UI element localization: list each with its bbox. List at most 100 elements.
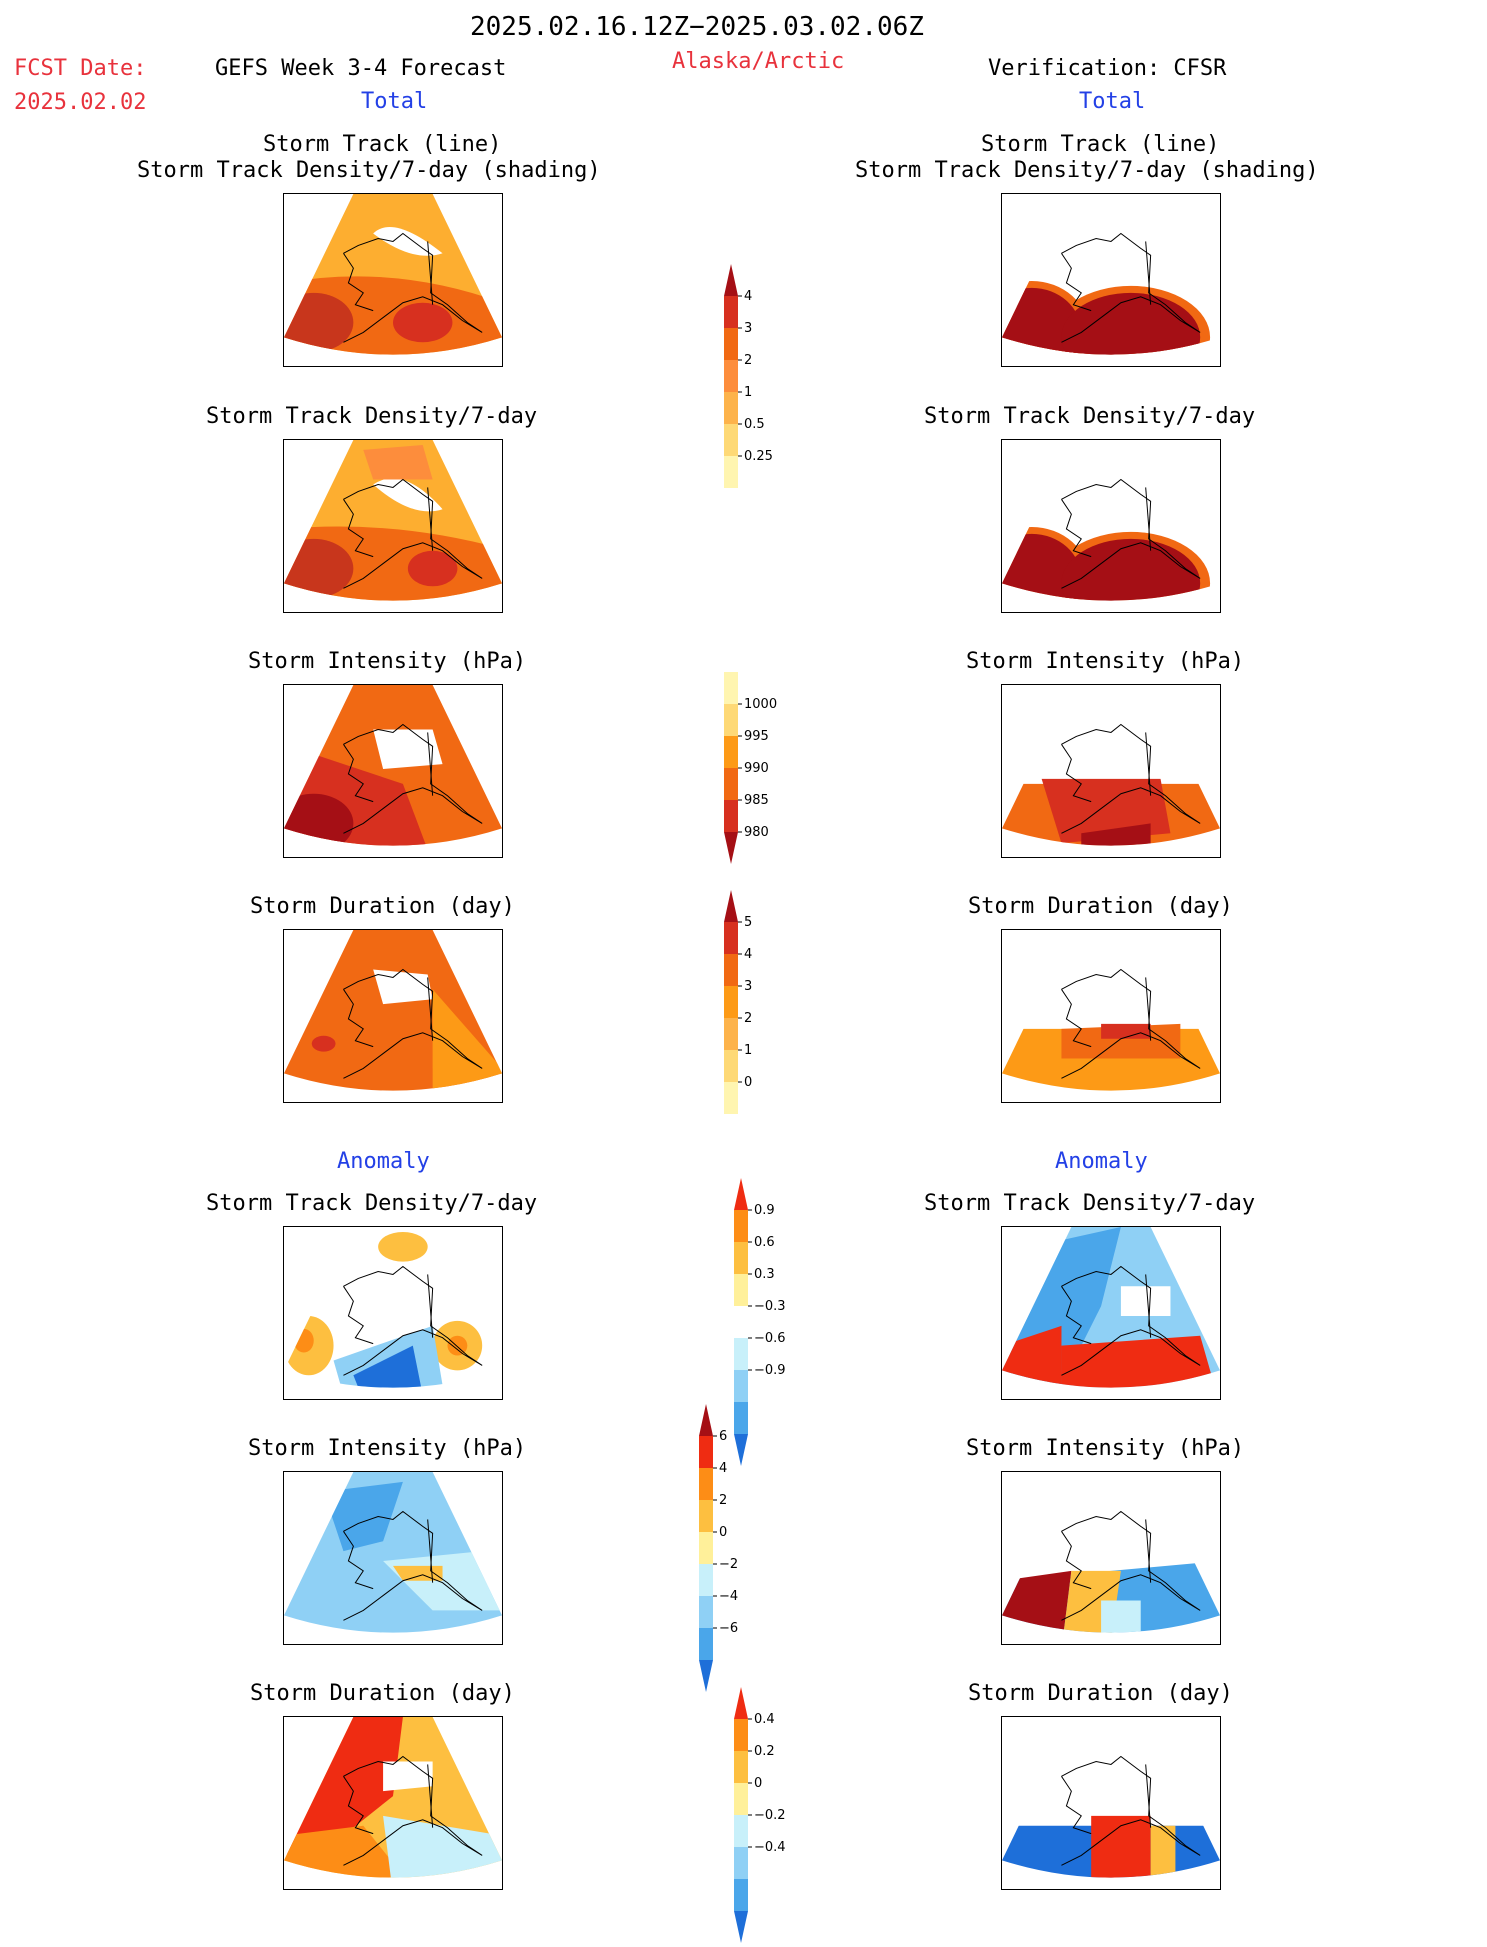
map-fcst-intensity <box>283 684 503 858</box>
colorbar-duration-anomaly: 0.4 0.2 0 −0.2 −0.4 <box>734 1687 794 1947</box>
shading-region <box>373 729 443 770</box>
right-column-title: Verification: CFSR <box>988 56 1227 81</box>
fcst-date-value: 2025.02.02 <box>14 90 147 115</box>
border-line <box>427 977 434 1041</box>
colorbar-intensity: 1000 995 990 985 980 <box>724 672 784 868</box>
colorbar-tick-label: 2 <box>719 1493 727 1508</box>
shading-region <box>393 1565 443 1581</box>
map-verif-intensity-anomaly <box>1001 1471 1221 1645</box>
colorbar-track-anomaly: 0.9 0.6 0.3 −0.3 −0.6 −0.9 <box>734 1178 794 1470</box>
border-line <box>427 241 434 305</box>
colorbar-tick-label: 0.2 <box>754 1744 775 1759</box>
coastline <box>1061 1510 1201 1621</box>
colorbar-swatch <box>734 1370 748 1402</box>
colorbar-swatch <box>734 1306 748 1338</box>
right-anomaly-label: Anomaly <box>1055 1149 1148 1174</box>
map-fcst-track-density-anomaly <box>283 1226 503 1400</box>
map-fcst-track-density <box>283 439 503 613</box>
colorbar-swatch <box>734 1687 748 1719</box>
map-verif-duration <box>1001 929 1221 1103</box>
map-fcst-track-line <box>283 193 503 367</box>
coastline <box>343 1755 483 1866</box>
coastline <box>343 478 483 589</box>
shading-region <box>1061 1335 1220 1388</box>
colorbar-swatch <box>734 1242 748 1274</box>
right-title-track-density-shading: Storm Track Density/7-day (shading) <box>855 158 1319 183</box>
border-line <box>1145 977 1152 1041</box>
map-fcst-duration-anomaly <box>283 1716 503 1890</box>
colorbar-tick-label: −0.3 <box>754 1299 786 1314</box>
colorbar-tick-label: 0.25 <box>744 449 773 464</box>
left-total-label: Total <box>361 89 428 114</box>
shading-region <box>293 1328 314 1353</box>
coastline <box>343 723 483 834</box>
colorbar-swatch <box>724 456 738 488</box>
map-fcst-duration <box>283 929 503 1103</box>
border-line <box>427 487 434 551</box>
colorbar-duration: 5 4 3 2 1 0 <box>724 890 784 1118</box>
colorbar-swatch <box>724 424 738 456</box>
colorbar-swatch <box>734 1751 748 1783</box>
left-title-track-density-shading: Storm Track Density/7-day (shading) <box>137 158 601 183</box>
colorbar-swatch <box>724 736 738 768</box>
coastline <box>343 1510 483 1621</box>
left-title-track-density: Storm Track Density/7-day <box>206 404 538 429</box>
colorbar-tick-label: 4 <box>744 947 752 962</box>
left-title-duration: Storm Duration (day) <box>250 894 515 919</box>
coastline <box>1061 1265 1201 1376</box>
colorbar-tick-label: 985 <box>744 793 769 808</box>
colorbar-tick-label: −0.4 <box>754 1840 786 1855</box>
shading-region <box>284 1825 403 1878</box>
colorbar-tick-label: 5 <box>744 915 752 930</box>
colorbar-tick-label: 995 <box>744 729 769 744</box>
colorbar-swatch <box>734 1178 748 1210</box>
colorbar-tick-label: 4 <box>744 289 752 304</box>
left-title-track-density-anom: Storm Track Density/7-day <box>206 1191 538 1216</box>
colorbar-swatch <box>699 1660 713 1692</box>
colorbar-swatch <box>734 1402 748 1434</box>
colorbar-swatch <box>699 1532 713 1564</box>
colorbar-swatch <box>734 1434 748 1466</box>
colorbar-tick-label: 0.3 <box>754 1267 775 1282</box>
shading-region <box>393 302 453 343</box>
shading-region <box>1061 1023 1181 1059</box>
colorbar-swatch <box>724 672 738 704</box>
colorbar-swatch <box>734 1338 748 1370</box>
right-title-intensity-anom: Storm Intensity (hPa) <box>966 1436 1245 1461</box>
right-title-track-line: Storm Track (line) <box>981 132 1220 157</box>
coastline <box>343 968 483 1079</box>
shading-region <box>407 550 458 587</box>
shading-region <box>353 1345 423 1388</box>
border-line <box>427 1519 434 1583</box>
colorbar-tick-label: −0.6 <box>754 1331 786 1346</box>
map-verif-track-density <box>1001 439 1221 613</box>
coastline <box>1061 968 1201 1079</box>
colorbar-tick-label: 1 <box>744 1043 752 1058</box>
left-title-intensity-anom: Storm Intensity (hPa) <box>248 1436 527 1461</box>
colorbar-swatch <box>699 1628 713 1660</box>
colorbar-swatch <box>724 890 738 922</box>
colorbar-swatch <box>699 1404 713 1436</box>
shading-region <box>1061 292 1201 355</box>
date-range-title: 2025.02.16.12Z−2025.03.02.06Z <box>470 12 924 42</box>
border-line <box>1145 1764 1152 1828</box>
colorbar-swatch <box>734 1879 748 1911</box>
colorbar-swatch <box>699 1564 713 1596</box>
colorbar-swatch <box>734 1911 748 1943</box>
region-label: Alaska/Arctic <box>672 49 845 74</box>
right-title-duration-anom: Storm Duration (day) <box>968 1681 1233 1706</box>
right-total-label: Total <box>1079 89 1146 114</box>
colorbar-tick-label: 6 <box>719 1429 727 1444</box>
border-line <box>1145 732 1152 796</box>
colorbar-tick-label: 0 <box>719 1525 727 1540</box>
shading-region <box>1150 1825 1176 1878</box>
colorbar-swatch <box>734 1847 748 1879</box>
coastline <box>1061 1755 1201 1866</box>
colorbar-intensity-anomaly: 6 4 2 0 −2 −4 −6 <box>699 1404 759 1696</box>
colorbar-tick-label: 0.6 <box>754 1235 775 1250</box>
right-title-duration: Storm Duration (day) <box>968 894 1233 919</box>
border-line <box>1145 241 1152 305</box>
border-line <box>427 1274 434 1338</box>
colorbar-swatch <box>724 296 738 328</box>
shading-region <box>373 969 433 1005</box>
